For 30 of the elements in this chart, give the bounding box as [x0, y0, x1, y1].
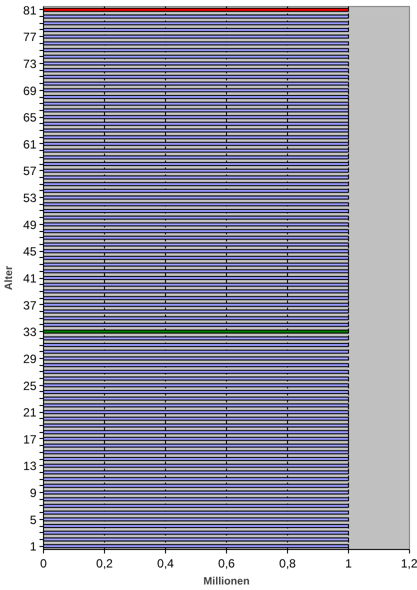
y-tick-label: 1 — [30, 540, 37, 554]
x-tick-label: 0 — [40, 556, 48, 570]
y-tick-label: 49 — [23, 218, 37, 232]
y-tick-label: 21 — [23, 406, 37, 420]
y-tick-label: 29 — [23, 352, 37, 366]
y-tick-label: 69 — [23, 84, 37, 98]
x-tick-label: 1 — [345, 556, 352, 570]
x-tick-label: 0,2 — [96, 556, 114, 570]
x-tick-label: 0,8 — [279, 556, 296, 570]
y-tick-label: 65 — [23, 110, 37, 125]
y-tick-label: 53 — [23, 191, 37, 206]
y-tick-label: 17 — [23, 432, 37, 446]
y-tick-label: 25 — [23, 378, 37, 393]
x-tick-label: 1,2 — [400, 556, 417, 570]
y-tick-label: 9 — [30, 486, 37, 500]
y-tick-label: 77 — [23, 30, 37, 44]
y-tick-label: 5 — [30, 512, 37, 527]
y-tick-label: 37 — [23, 298, 37, 312]
y-tick-label: 57 — [23, 164, 37, 178]
x-axis-title: Millionen — [203, 576, 250, 588]
y-tick-label: 61 — [23, 137, 37, 152]
y-tick-label: 81 — [23, 3, 37, 18]
y-tick-label: 73 — [23, 56, 37, 71]
x-tick-label: 0,6 — [218, 556, 236, 570]
y-axis-title: Alter — [3, 266, 16, 290]
y-tick-label: 33 — [23, 325, 37, 340]
y-tick-label: 41 — [23, 272, 37, 286]
y-tick-label: 45 — [23, 244, 37, 259]
y-tick-label: 13 — [23, 459, 37, 474]
x-tick-label: 0,4 — [157, 556, 174, 570]
